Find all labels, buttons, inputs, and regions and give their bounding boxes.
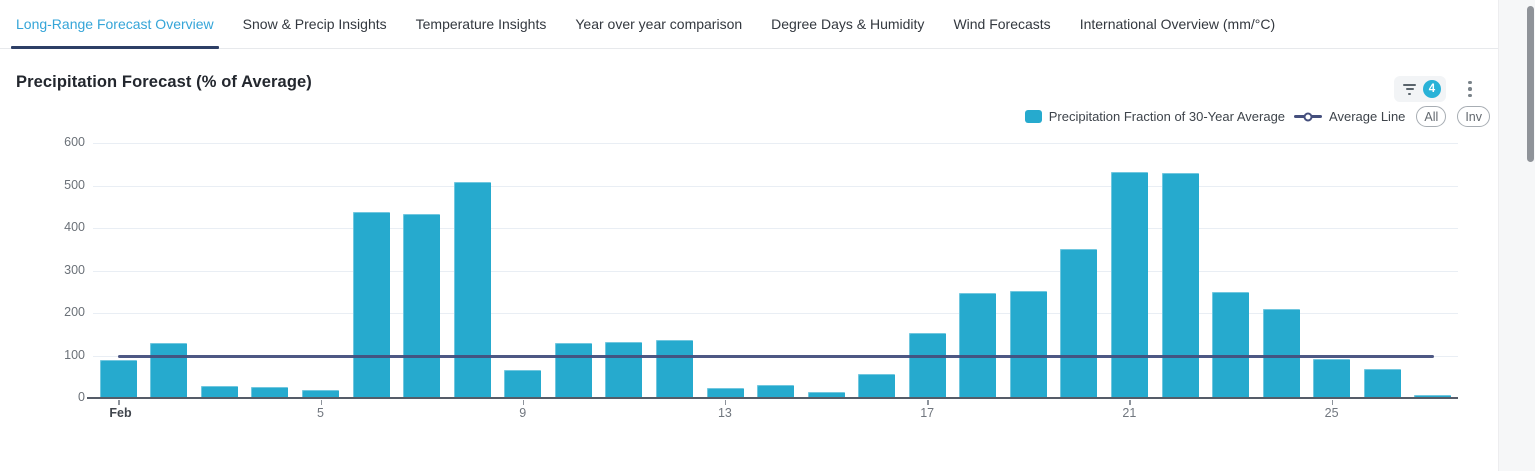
bar[interactable]	[1009, 290, 1047, 398]
y-axis-label: 0	[78, 390, 85, 404]
bar[interactable]	[504, 370, 542, 398]
legend-series-swatch	[1024, 110, 1042, 123]
y-axis-label: 300	[64, 262, 85, 277]
bar[interactable]	[150, 342, 188, 398]
more-options-button[interactable]	[1461, 77, 1479, 101]
bar[interactable]	[1262, 308, 1300, 398]
x-axis-tick	[1129, 400, 1131, 405]
y-axis-label: 200	[64, 305, 85, 319]
bar[interactable]	[352, 211, 390, 398]
filter-count-badge: 4	[1423, 80, 1441, 98]
y-axis-label: 100	[64, 347, 85, 362]
bar[interactable]	[655, 340, 693, 398]
bar[interactable]	[1161, 173, 1199, 398]
tab-international-overview[interactable]: International Overview (mm/°C)	[1079, 16, 1276, 32]
page-title: Precipitation Forecast (% of Average)	[16, 73, 312, 91]
bar-series	[93, 143, 1458, 398]
gridline	[93, 228, 1458, 229]
bar[interactable]	[757, 384, 795, 398]
gridline	[93, 185, 1458, 187]
bar[interactable]	[807, 391, 845, 398]
bar[interactable]	[251, 387, 289, 398]
x-axis-label: 5	[317, 406, 324, 420]
bar[interactable]	[1363, 369, 1401, 398]
filter-icon	[1403, 83, 1416, 95]
x-axis-tick	[118, 400, 120, 405]
tab-year-over-year-comparison[interactable]: Year over year comparison	[575, 16, 743, 32]
x-axis-label: 21	[1122, 406, 1137, 420]
y-axis-label: 400	[64, 220, 85, 234]
y-axis-label: 500	[64, 177, 85, 192]
all-button[interactable]: All	[1416, 106, 1447, 127]
gridline	[93, 313, 1458, 314]
x-axis-label: 13	[717, 406, 732, 420]
x-axis-tick	[320, 400, 322, 405]
bar[interactable]	[858, 373, 896, 398]
bar[interactable]	[605, 342, 643, 398]
x-axis-tick	[1331, 400, 1334, 405]
bar[interactable]	[1212, 291, 1250, 398]
bar[interactable]	[959, 293, 997, 398]
legend-average-line-item[interactable]: Average Line	[1294, 109, 1405, 124]
bar[interactable]	[403, 214, 441, 398]
filter-button[interactable]: 4	[1394, 76, 1446, 102]
bar[interactable]	[1060, 249, 1098, 398]
tab-degree-days-humidity[interactable]: Degree Days & Humidity	[771, 16, 925, 32]
x-axis-label: 25	[1324, 406, 1339, 420]
x-axis-label: 9	[519, 406, 527, 420]
scrollbar-thumb[interactable]	[1527, 6, 1534, 162]
bar[interactable]	[1111, 171, 1149, 398]
gridline	[93, 270, 1458, 272]
tab-snow-precip-insights[interactable]: Snow & Precip Insights	[242, 16, 387, 32]
tab-bar: Long-Range Forecast Overview Snow & Prec…	[0, 0, 1498, 49]
bar[interactable]	[302, 389, 340, 398]
average-line-marker-icon	[1294, 111, 1323, 122]
bar[interactable]	[1414, 395, 1452, 398]
x-axis-label: 17	[920, 406, 935, 420]
bar[interactable]	[1313, 358, 1351, 398]
x-axis-tick	[927, 400, 929, 405]
average-line	[118, 354, 1434, 358]
y-axis-label: 600	[64, 135, 85, 149]
tab-wind-forecasts[interactable]: Wind Forecasts	[953, 16, 1051, 32]
bar[interactable]	[554, 342, 592, 398]
x-axis-tick	[522, 400, 525, 405]
bar[interactable]	[908, 332, 946, 398]
gridline	[93, 143, 1458, 144]
legend-series-item[interactable]: Precipitation Fraction of 30-Year Averag…	[1024, 109, 1286, 124]
scrollbar-track	[1498, 0, 1535, 471]
bar[interactable]	[453, 182, 491, 398]
tab-temperature-insights[interactable]: Temperature Insights	[415, 16, 547, 32]
bar[interactable]	[200, 386, 238, 398]
x-axis-label: Feb	[109, 406, 132, 420]
x-axis-line	[87, 397, 1458, 399]
chart-legend: Precipitation Fraction of 30-Year Averag…	[1024, 106, 1490, 127]
x-axis-tick	[724, 400, 727, 405]
tab-long-range-forecast-overview[interactable]: Long-Range Forecast Overview	[11, 0, 219, 49]
bar[interactable]	[706, 387, 744, 398]
legend-series-label: Precipitation Fraction of 30-Year Averag…	[1048, 109, 1286, 124]
kebab-icon	[1468, 80, 1472, 85]
bar[interactable]	[99, 359, 137, 398]
chart-area	[87, 143, 1458, 399]
legend-average-line-label: Average Line	[1329, 109, 1406, 124]
inv-button[interactable]: Inv	[1457, 106, 1490, 127]
